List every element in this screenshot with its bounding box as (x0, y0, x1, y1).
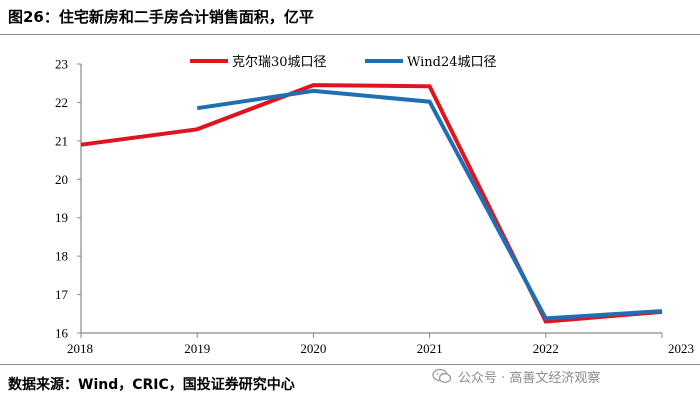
chart-title: 图26：住宅新房和二手房合计销售面积，亿平 (8, 8, 314, 26)
y-tick-labels: 16 17 18 19 20 21 22 23 (55, 57, 69, 341)
y-tick-label: 22 (55, 95, 68, 110)
legend: 克尔瑞30城口径 Wind24城口径 (190, 55, 497, 70)
x-tick-label: 2022 (533, 341, 559, 356)
legend-label: 克尔瑞30城口径 (232, 55, 327, 70)
y-tick-label: 16 (55, 326, 69, 341)
x-tick-labels: 2018 2019 2020 2021 2022 2023 (67, 341, 694, 356)
y-tick-label: 21 (55, 133, 68, 148)
series-line-2 (196, 88, 663, 321)
axes (77, 63, 663, 338)
x-tick-label: 2018 (67, 341, 93, 356)
watermark-text: 公众号 · 高善文经济观察 (458, 370, 601, 386)
x-tick-label: 2023 (668, 341, 694, 356)
y-tick-label: 19 (55, 210, 68, 225)
x-tick-label: 2019 (184, 341, 210, 356)
watermark: 公众号 · 高善文经济观察 (432, 364, 600, 388)
series-line-1 (80, 83, 663, 324)
x-tick-label: 2020 (300, 341, 326, 356)
y-tick-label: 23 (55, 57, 68, 72)
y-tick-label: 17 (55, 287, 69, 302)
y-tick-label: 20 (55, 172, 68, 187)
series-lines (80, 83, 663, 324)
legend-label: Wind24城口径 (407, 55, 497, 70)
top-divider (0, 34, 700, 35)
x-tick-label: 2021 (417, 341, 443, 356)
bottom-divider (0, 364, 700, 365)
wechat-icon (432, 368, 452, 383)
y-tick-label: 18 (55, 249, 68, 264)
data-source-note: 数据来源：Wind，CRIC，国投证券研究中心 (8, 377, 295, 393)
